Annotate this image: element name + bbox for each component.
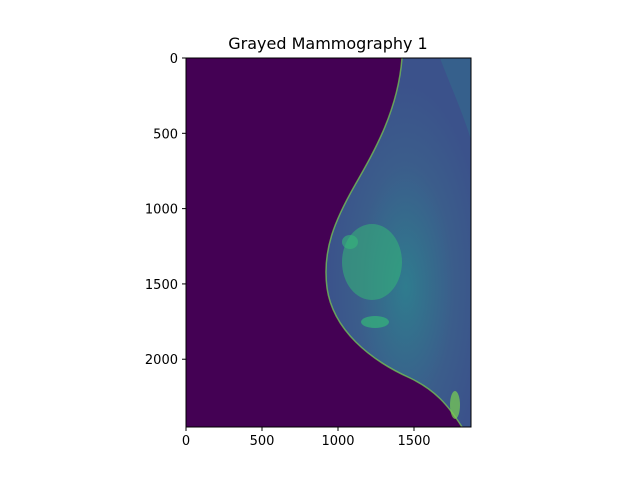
glandular-region-left xyxy=(342,235,358,249)
x-axis: 0 500 1000 1500 xyxy=(182,427,431,449)
y-tick-label: 2000 xyxy=(145,353,178,368)
breast-tissue xyxy=(325,58,471,427)
x-tick-label: 1500 xyxy=(397,434,430,449)
x-tick-label: 500 xyxy=(250,434,275,449)
pectoral-region xyxy=(440,58,471,140)
axes-frame xyxy=(185,57,472,428)
y-tick-label: 500 xyxy=(153,127,178,142)
glandular-region-lower xyxy=(361,316,389,328)
x-tick-label: 1000 xyxy=(321,434,354,449)
y-tick-label: 1500 xyxy=(145,278,178,293)
y-tick-label: 0 xyxy=(170,52,178,67)
y-axis: 0 500 1000 1500 2000 xyxy=(145,52,186,368)
y-tick-label: 1000 xyxy=(145,203,178,218)
skin-edge xyxy=(325,58,463,427)
mammogram-image xyxy=(186,58,471,427)
chart-title: Grayed Mammography 1 xyxy=(228,34,427,53)
bright-spot xyxy=(450,391,460,419)
x-tick-label: 0 xyxy=(182,434,190,449)
